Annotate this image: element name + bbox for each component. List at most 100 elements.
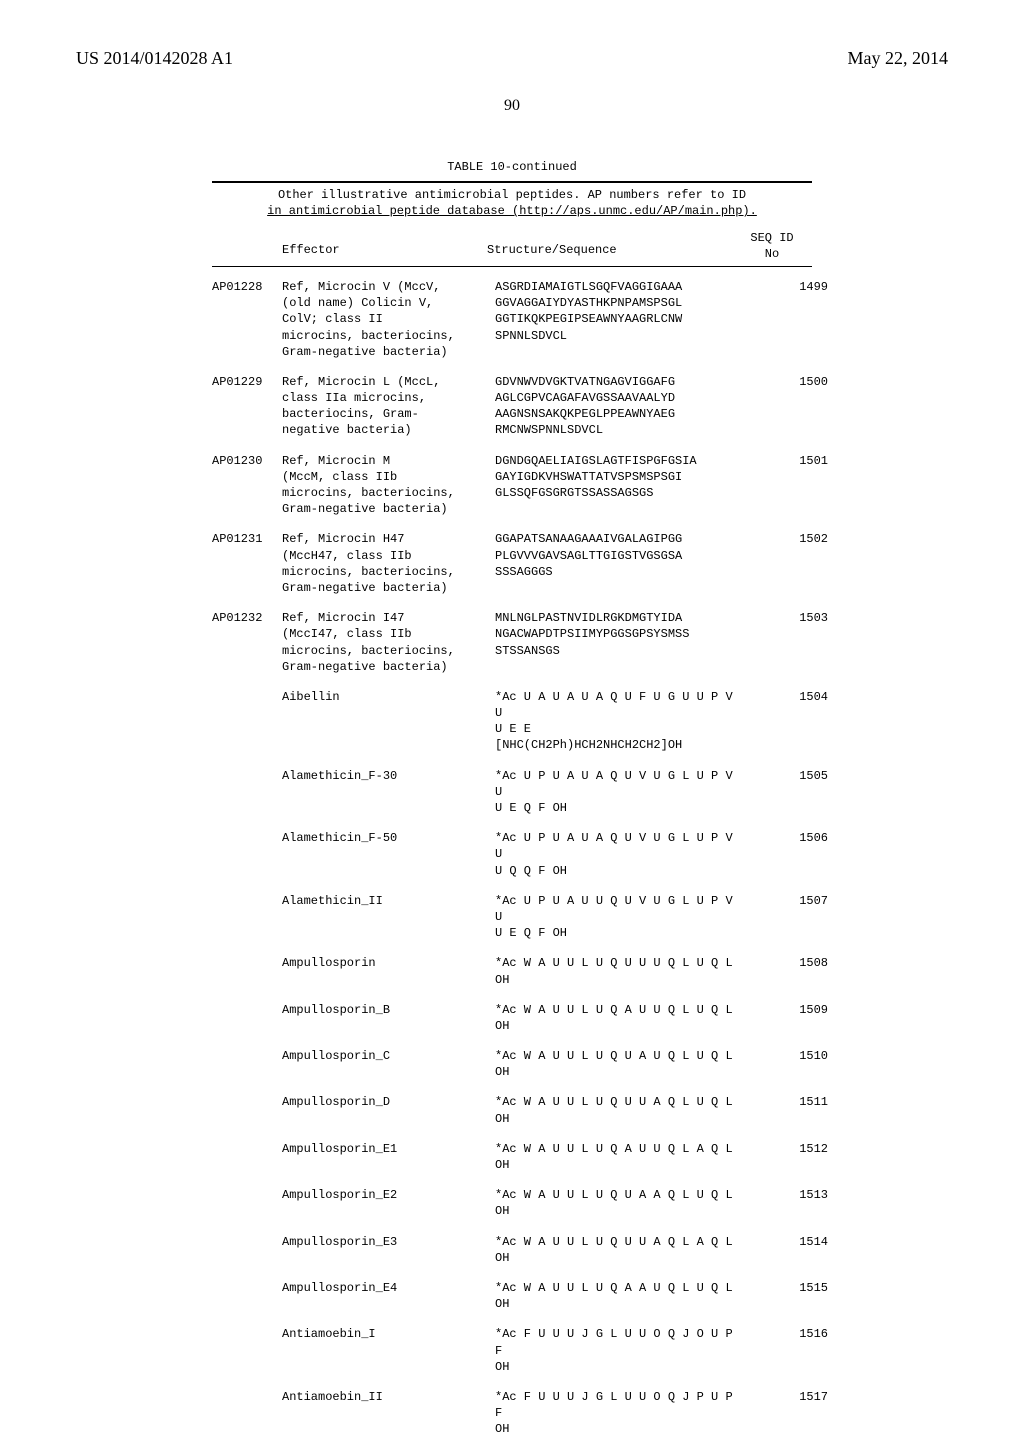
- table-row: Antiamoebin_I*Ac F U U U J G L U U O Q J…: [212, 1326, 812, 1375]
- table-row: Ampullosporin*Ac W A U U L U Q U U U Q L…: [212, 955, 812, 987]
- caption-line-2: in antimicrobial peptide database (http:…: [212, 203, 812, 219]
- entry-sequence: MNLNGLPASTNVIDLRGKDMGTYIDA NGACWAPDTPSII…: [495, 610, 748, 659]
- entry-effector: Aibellin: [282, 689, 495, 705]
- entry-seqid: 1517: [748, 1389, 838, 1405]
- entry-seqid: 1507: [748, 893, 838, 909]
- table-row: Alamethicin_F-30*Ac U P U A U A Q U V U …: [212, 768, 812, 817]
- seqid-bot: No: [732, 246, 812, 262]
- entry-seqid: 1500: [748, 374, 838, 390]
- table-row: Aibellin*Ac U A U A U A Q U F U G U U P …: [212, 689, 812, 754]
- entry-effector: Ref, Microcin L (MccL, class IIa microci…: [282, 374, 495, 439]
- table-row: Ampullosporin_D*Ac W A U U L U Q U U A Q…: [212, 1094, 812, 1126]
- entry-id: AP01229: [212, 374, 282, 390]
- table-row: AP01232Ref, Microcin I47 (MccI47, class …: [212, 610, 812, 675]
- entry-id: AP01231: [212, 531, 282, 547]
- entry-sequence: GGAPATSANAAGAAAIVGALAGIPGG PLGVVVGAVSAGL…: [495, 531, 748, 580]
- entry-id: AP01232: [212, 610, 282, 626]
- table-row: Ampullosporin_E1*Ac W A U U L U Q A U U …: [212, 1141, 812, 1173]
- entry-effector: Alamethicin_F-50: [282, 830, 495, 846]
- entry-effector: Ref, Microcin V (MccV, (old name) Colici…: [282, 279, 495, 360]
- entry-effector: Ref, Microcin H47 (MccH47, class IIb mic…: [282, 531, 495, 596]
- table-row: Ampullosporin_B*Ac W A U U L U Q A U U Q…: [212, 1002, 812, 1034]
- entry-sequence: *Ac W A U U L U Q U U A Q L A Q L OH: [495, 1234, 748, 1266]
- entry-seqid: 1503: [748, 610, 838, 626]
- entry-effector: Antiamoebin_I: [282, 1326, 495, 1342]
- entry-seqid: 1516: [748, 1326, 838, 1342]
- caption-line-1: Other illustrative antimicrobial peptide…: [212, 187, 812, 203]
- table-row: Ampullosporin_E2*Ac W A U U L U Q U A A …: [212, 1187, 812, 1219]
- entry-effector: Ampullosporin_E2: [282, 1187, 495, 1203]
- entry-seqid: 1514: [748, 1234, 838, 1250]
- page-number: 90: [76, 97, 948, 115]
- entry-sequence: ASGRDIAMAIGTLSGQFVAGGIGAAA GGVAGGAIYDYAS…: [495, 279, 748, 344]
- entry-sequence: *Ac W A U U L U Q U U U Q L U Q L OH: [495, 955, 748, 987]
- entry-seqid: 1515: [748, 1280, 838, 1296]
- entry-seqid: 1508: [748, 955, 838, 971]
- entry-sequence: *Ac U P U A U U Q U V U G L U P V U U E …: [495, 893, 748, 942]
- entry-effector: Antiamoebin_II: [282, 1389, 495, 1405]
- table-row: Antiamoebin_II*Ac F U U U J G L U U O Q …: [212, 1389, 812, 1437]
- entry-seqid: 1511: [748, 1094, 838, 1110]
- entry-sequence: *Ac W A U U L U Q A U U Q L A Q L OH: [495, 1141, 748, 1173]
- entry-effector: Ampullosporin_E3: [282, 1234, 495, 1250]
- table-row: Alamethicin_II*Ac U P U A U U Q U V U G …: [212, 893, 812, 942]
- entry-id: AP01230: [212, 453, 282, 469]
- table-body: AP01228Ref, Microcin V (MccV, (old name)…: [212, 279, 812, 1437]
- entry-seqid: 1502: [748, 531, 838, 547]
- col-id-blank: [212, 230, 282, 262]
- entry-seqid: 1513: [748, 1187, 838, 1203]
- entry-sequence: *Ac W A U U L U Q A A U Q L U Q L OH: [495, 1280, 748, 1312]
- entry-sequence: *Ac F U U U J G L U U O Q J O U P F OH: [495, 1326, 748, 1375]
- entry-sequence: *Ac U P U A U A Q U V U G L U P V U U E …: [495, 768, 748, 817]
- table-row: Ampullosporin_E3*Ac W A U U L U Q U U A …: [212, 1234, 812, 1266]
- entry-seqid: 1509: [748, 1002, 838, 1018]
- entry-sequence: *Ac W A U U L U Q U A U Q L U Q L OH: [495, 1048, 748, 1080]
- entry-seqid: 1501: [748, 453, 838, 469]
- entry-effector: Alamethicin_F-30: [282, 768, 495, 784]
- entry-seqid: 1504: [748, 689, 838, 705]
- table-row: Alamethicin_F-50*Ac U P U A U A Q U V U …: [212, 830, 812, 879]
- entry-sequence: *Ac W A U U L U Q U U A Q L U Q L OH: [495, 1094, 748, 1126]
- seqid-top: SEQ ID: [732, 230, 812, 246]
- table-caption: Other illustrative antimicrobial peptide…: [212, 183, 812, 223]
- entry-effector: Ref, Microcin I47 (MccI47, class IIb mic…: [282, 610, 495, 675]
- col-effector: Effector: [282, 230, 487, 262]
- entry-id: AP01228: [212, 279, 282, 295]
- entry-effector: Ampullosporin_E1: [282, 1141, 495, 1157]
- table-row: Ampullosporin_C*Ac W A U U L U Q U A U Q…: [212, 1048, 812, 1080]
- doc-number: US 2014/0142028 A1: [76, 48, 233, 69]
- header-rule: [212, 266, 812, 267]
- entry-effector: Ampullosporin: [282, 955, 495, 971]
- entry-effector: Ampullosporin_D: [282, 1094, 495, 1110]
- entry-sequence: GDVNWVDVGKTVATNGAGVIGGAFG AGLCGPVCAGAFAV…: [495, 374, 748, 439]
- patent-page: US 2014/0142028 A1 May 22, 2014 90 TABLE…: [0, 0, 1024, 1320]
- entry-seqid: 1512: [748, 1141, 838, 1157]
- entry-seqid: 1506: [748, 830, 838, 846]
- col-seqid: SEQ ID No: [732, 230, 812, 262]
- entry-sequence: *Ac W A U U L U Q U A A Q L U Q L OH: [495, 1187, 748, 1219]
- entry-effector: Ampullosporin_E4: [282, 1280, 495, 1296]
- table-row: AP01230Ref, Microcin M (MccM, class IIb …: [212, 453, 812, 518]
- table-row: AP01231Ref, Microcin H47 (MccH47, class …: [212, 531, 812, 596]
- column-headers: Effector Structure/Sequence SEQ ID No: [212, 224, 812, 266]
- table-row: AP01228Ref, Microcin V (MccV, (old name)…: [212, 279, 812, 360]
- entry-sequence: *Ac W A U U L U Q A U U Q L U Q L OH: [495, 1002, 748, 1034]
- entry-sequence: DGNDGQAELIAIGSLAGTFISPGFGSIA GAYIGDKVHSW…: [495, 453, 748, 502]
- entry-seqid: 1499: [748, 279, 838, 295]
- entry-sequence: *Ac U A U A U A Q U F U G U U P V U U E …: [495, 689, 748, 754]
- entry-seqid: 1505: [748, 768, 838, 784]
- page-header: US 2014/0142028 A1 May 22, 2014: [76, 48, 948, 69]
- col-structure: Structure/Sequence: [487, 230, 732, 262]
- entry-seqid: 1510: [748, 1048, 838, 1064]
- table-row: Ampullosporin_E4*Ac W A U U L U Q A A U …: [212, 1280, 812, 1312]
- entry-effector: Ampullosporin_C: [282, 1048, 495, 1064]
- entry-effector: Ampullosporin_B: [282, 1002, 495, 1018]
- table-area: TABLE 10-continued Other illustrative an…: [212, 159, 812, 1437]
- pub-date: May 22, 2014: [848, 48, 949, 69]
- entry-sequence: *Ac F U U U J G L U U O Q J P U P F OH: [495, 1389, 748, 1437]
- entry-sequence: *Ac U P U A U A Q U V U G L U P V U U Q …: [495, 830, 748, 879]
- entry-effector: Alamethicin_II: [282, 893, 495, 909]
- entry-effector: Ref, Microcin M (MccM, class IIb microci…: [282, 453, 495, 518]
- table-title: TABLE 10-continued: [212, 159, 812, 175]
- table-row: AP01229Ref, Microcin L (MccL, class IIa …: [212, 374, 812, 439]
